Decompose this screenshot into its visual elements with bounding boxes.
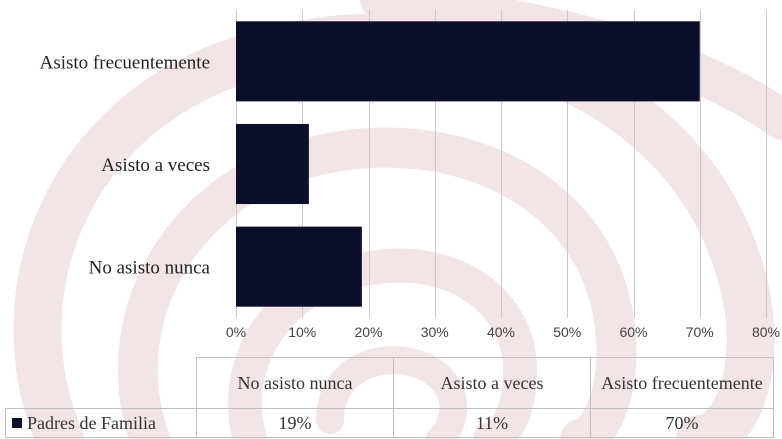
- x-tick-label: 40%: [487, 324, 515, 340]
- data-table-header: No asisto nunca: [196, 357, 394, 409]
- category-label: Asisto frecuentemente: [40, 52, 210, 73]
- legend-entry: Padres de Familia: [5, 408, 197, 438]
- x-tick-label: 10%: [288, 324, 316, 340]
- data-table-header-row: No asisto nunca Asisto a veces Asisto fr…: [5, 357, 774, 409]
- legend-key-square: [12, 418, 22, 428]
- bars: [236, 21, 700, 307]
- category-label: No asisto nunca: [89, 258, 211, 279]
- x-tick-label: 30%: [421, 324, 449, 340]
- legend-label: Padres de Familia: [27, 413, 156, 433]
- data-table-header: Asisto a veces: [393, 357, 591, 409]
- data-table-cell: 11%: [393, 408, 591, 438]
- x-tick-labels: 0% 10% 20% 30% 40% 50% 60% 70% 80%: [226, 324, 780, 340]
- bar: [236, 226, 362, 307]
- data-table-cell: 19%: [196, 408, 394, 438]
- data-table-row: Padres de Familia 19% 11% 70%: [5, 408, 774, 438]
- x-tick-label: 50%: [553, 324, 581, 340]
- data-table: No asisto nunca Asisto a veces Asisto fr…: [5, 357, 774, 438]
- category-label: Asisto a veces: [101, 155, 210, 176]
- x-tick-label: 70%: [686, 324, 714, 340]
- data-table-corner: [5, 357, 197, 409]
- x-tick-label: 60%: [619, 324, 647, 340]
- data-table-header: Asisto frecuentemente: [590, 357, 774, 409]
- x-tick-label: 0%: [226, 324, 246, 340]
- data-table-cell: 70%: [590, 408, 774, 438]
- bar: [236, 21, 700, 102]
- bar: [236, 123, 309, 205]
- category-labels: No asisto nunca Asisto a veces Asisto frec…: [40, 52, 211, 278]
- x-tick-label: 20%: [354, 324, 382, 340]
- x-tick-label: 80%: [752, 324, 780, 340]
